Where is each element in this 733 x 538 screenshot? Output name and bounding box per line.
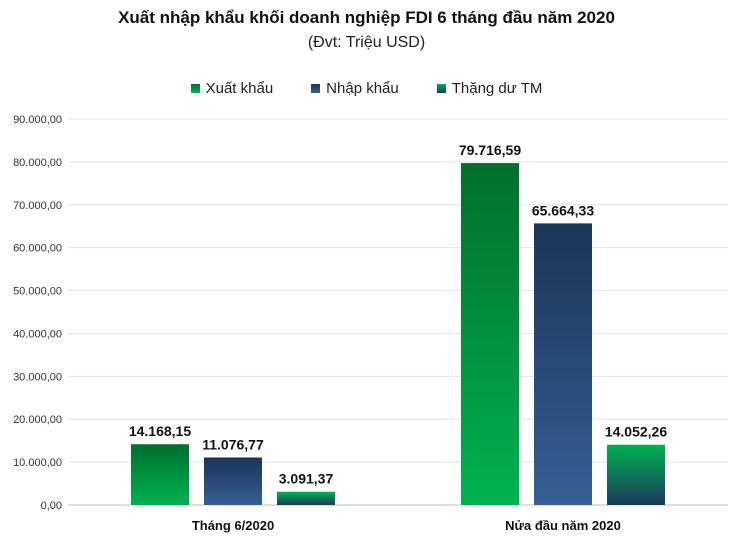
y-tick-label: 20.000,00 <box>13 414 62 426</box>
chart-subtitle: (Đvt: Triệu USD) <box>307 34 426 51</box>
label-layer: 0,00 10.000,00 20.000,00 30.000,00 40.000,00… <box>13 114 667 533</box>
x-category-label: Nửa đầu năm 2020 <box>505 518 621 533</box>
data-label-nhap-khau-2: 65.664,33 <box>532 202 594 218</box>
y-tick-label: 30.000,00 <box>13 371 62 383</box>
legend-item-nhap-khau: Nhập khẩu <box>311 80 399 97</box>
legend-label-xuat-khau: Xuất khẩu <box>205 80 274 97</box>
legend-label-thang-du: Thặng dư TM <box>451 80 543 97</box>
bar-thang-du-1 <box>277 491 335 505</box>
y-tick-label: 70.000,00 <box>13 200 62 212</box>
chart-legend: Xuất khẩu Nhập khẩu Thặng dư TM <box>0 80 733 97</box>
bar-nhap-khau-2 <box>534 223 592 505</box>
data-label-thang-du-2: 14.052,26 <box>605 424 667 440</box>
legend-swatch-xuat-khau <box>190 84 200 93</box>
bar-xuat-khau-2 <box>461 163 519 505</box>
bar-nhap-khau-1 <box>204 457 262 505</box>
y-tick-label: 10.000,00 <box>13 457 62 469</box>
y-tick-label: 90.000,00 <box>13 114 62 126</box>
legend-label-nhap-khau: Nhập khẩu <box>326 80 399 97</box>
bar-xuat-khau-1 <box>131 444 189 505</box>
bar-layer <box>131 163 665 505</box>
data-label-nhap-khau-1: 11.076,77 <box>202 436 264 452</box>
y-tick-label: 60.000,00 <box>13 243 62 255</box>
legend-swatch-thang-du <box>436 84 446 93</box>
legend-item-xuat-khau: Xuất khẩu <box>190 80 274 97</box>
x-category-label: Tháng 6/2020 <box>192 518 274 533</box>
y-tick-label: 40.000,00 <box>13 328 62 340</box>
data-label-xuat-khau-2: 79.716,59 <box>459 142 521 158</box>
y-tick-label: 50.000,00 <box>13 286 62 298</box>
legend-item-thang-du: Thặng dư TM <box>436 80 543 97</box>
chart-title: Xuất nhập khẩu khối doanh nghiệp FDI 6 t… <box>118 8 615 27</box>
data-label-xuat-khau-1: 14.168,15 <box>129 423 191 439</box>
y-tick-label: 0,00 <box>41 500 62 512</box>
bar-thang-du-2 <box>607 444 665 505</box>
y-tick-label: 80.000,00 <box>13 157 62 169</box>
data-label-thang-du-1: 3.091,37 <box>279 471 334 487</box>
legend-swatch-nhap-khau <box>311 84 321 93</box>
